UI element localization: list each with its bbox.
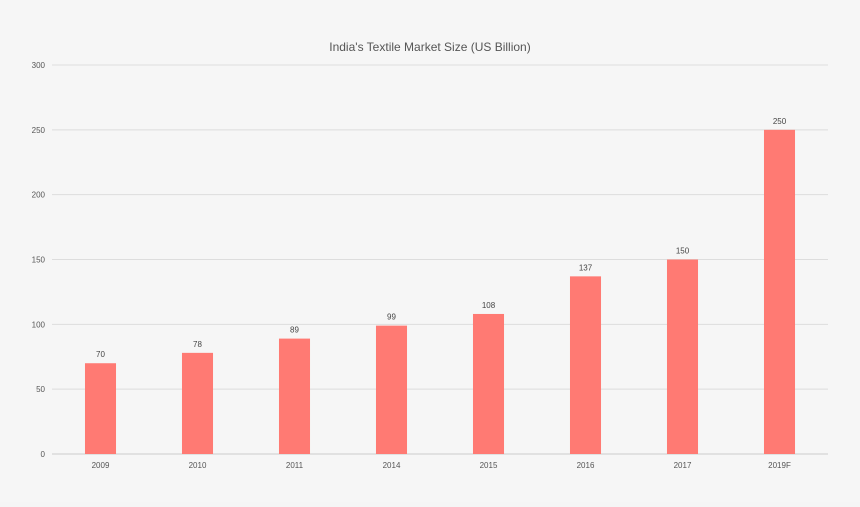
y-tick-label: 0 bbox=[41, 450, 46, 459]
data-label: 137 bbox=[579, 263, 593, 272]
bar bbox=[375, 325, 408, 454]
data-label: 150 bbox=[676, 247, 690, 256]
x-tick-label: 2017 bbox=[674, 461, 692, 470]
grid-layer bbox=[52, 64, 828, 455]
y-tick-label: 50 bbox=[36, 385, 45, 394]
data-label: 108 bbox=[482, 301, 496, 310]
y-tick-label: 250 bbox=[32, 126, 46, 135]
x-tick-label: 2016 bbox=[577, 461, 595, 470]
x-tick-label: 2015 bbox=[480, 461, 498, 470]
bar bbox=[763, 129, 796, 455]
data-label: 99 bbox=[387, 313, 396, 322]
y-tick-label: 150 bbox=[32, 256, 46, 265]
data-label: 250 bbox=[773, 117, 787, 126]
data-label: 89 bbox=[290, 326, 299, 335]
data-label: 78 bbox=[193, 340, 202, 349]
y-tick-label: 300 bbox=[32, 61, 46, 70]
x-tick-label: 2014 bbox=[383, 461, 401, 470]
x-tick-label: 2019F bbox=[768, 461, 791, 470]
x-tick-label: 2010 bbox=[189, 461, 207, 470]
bar bbox=[278, 338, 311, 454]
bar bbox=[666, 259, 699, 454]
bar bbox=[181, 352, 214, 454]
label-layer: 70 78 89 99 108 137 150 250 bbox=[96, 117, 787, 359]
x-tick-label: 2009 bbox=[92, 461, 110, 470]
bar bbox=[84, 363, 117, 454]
bar-layer bbox=[84, 129, 796, 455]
y-tick-label: 200 bbox=[32, 191, 46, 200]
axis-layer: 0 50 100 150 200 250 300 2009 2010 2011 2014 2015 20… bbox=[32, 61, 791, 470]
x-tick-label: 2011 bbox=[286, 461, 304, 470]
chart-title: India's Textile Market Size (US Billion) bbox=[329, 40, 530, 54]
bar bbox=[472, 313, 505, 454]
data-label: 70 bbox=[96, 350, 105, 359]
bar bbox=[569, 276, 602, 454]
y-tick-label: 100 bbox=[32, 320, 46, 329]
